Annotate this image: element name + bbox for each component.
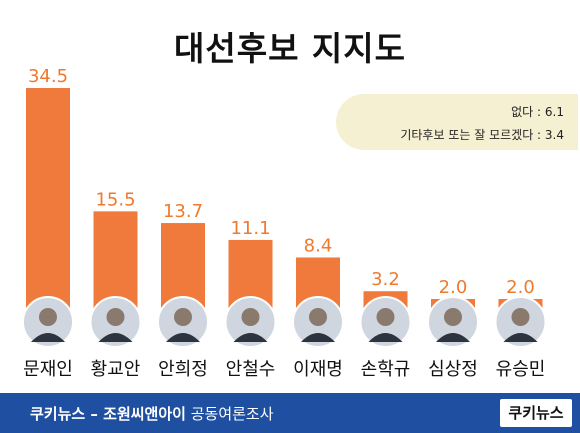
value-label-4: 8.4 <box>304 235 333 256</box>
category-label-1: 황교안 <box>91 359 141 380</box>
category-label-5: 손학규 <box>361 359 411 380</box>
candidate-suit-icon-7 <box>503 333 538 342</box>
bar-1 <box>93 211 138 312</box>
bar-chart: 34.5 문재인 15.5 황교안 13.7 안희정 11.1 안철수 8.4 이재명 3.2 손학규… <box>22 66 547 380</box>
candidate-face-icon-0 <box>39 308 57 326</box>
candidate-suit-icon-3 <box>233 333 268 342</box>
candidate-suit-icon-4 <box>301 333 335 342</box>
value-label-6: 2.0 <box>439 277 468 298</box>
value-label-0: 34.5 <box>28 66 68 87</box>
candidate-face-icon-4 <box>309 308 327 326</box>
category-label-4: 이재명 <box>293 359 343 380</box>
candidate-face-icon-6 <box>444 308 462 326</box>
kuki-news-logo: 쿠키뉴스 <box>500 399 572 427</box>
note-none-value: 6.1 <box>544 105 564 119</box>
category-label-0: 문재인 <box>23 359 73 380</box>
candidate-suit-icon-6 <box>436 333 470 342</box>
note-other-label: 기타후보 또는 잘 모르겠다 <box>400 128 534 142</box>
value-label-5: 3.2 <box>371 269 400 290</box>
candidate-face-icon-3 <box>241 308 260 326</box>
value-label-1: 15.5 <box>95 189 135 210</box>
candidate-suit-icon-1 <box>98 333 133 342</box>
source-text: 쿠키뉴스 – 조원씨앤아이 공동여론조사 <box>30 403 274 424</box>
value-label-2: 13.7 <box>163 201 203 222</box>
category-label-2: 안희정 <box>158 359 208 380</box>
value-label-3: 11.1 <box>230 218 270 239</box>
source-bold: 쿠키뉴스 – 조원씨앤아이 <box>30 405 186 423</box>
candidate-face-icon-5 <box>376 308 395 326</box>
note-other-value: 3.4 <box>544 128 564 142</box>
candidate-face-icon-7 <box>511 308 530 326</box>
category-label-6: 심상정 <box>428 359 478 380</box>
category-label-3: 안철수 <box>226 359 276 380</box>
note-box: 없다 : 6.1 기타후보 또는 잘 모르겠다 : 3.4 <box>336 94 578 150</box>
note-none-label: 없다 <box>511 105 534 119</box>
chart-title: 대선후보 지지도 <box>173 29 406 68</box>
candidate-face-icon-1 <box>106 308 125 326</box>
candidate-face-icon-2 <box>174 308 192 326</box>
note-none: 없다 : 6.1 <box>511 105 564 119</box>
bar-0 <box>26 88 70 312</box>
value-label-7: 2.0 <box>506 277 535 298</box>
source-rest: 공동여론조사 <box>185 405 274 423</box>
candidate-suit-icon-2 <box>166 333 200 342</box>
category-label-7: 유승민 <box>496 359 546 380</box>
note-other: 기타후보 또는 잘 모르겠다 : 3.4 <box>400 128 564 142</box>
candidate-suit-icon-0 <box>31 333 65 342</box>
candidate-suit-icon-5 <box>368 333 403 342</box>
footer-bar: 쿠키뉴스 – 조원씨앤아이 공동여론조사 쿠키뉴스 <box>0 393 580 433</box>
